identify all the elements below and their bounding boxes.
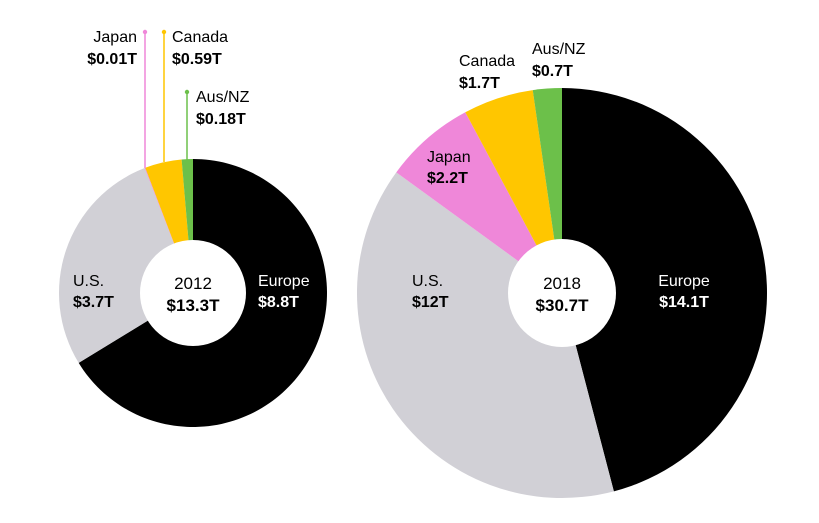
- slice-japan-2018: [396, 112, 562, 294]
- slice-label-u-s-2012: U.S.: [73, 273, 104, 290]
- slice-u-s-2012: [58, 168, 193, 363]
- slice-label-aus-nz-2018: Aus/NZ: [532, 41, 586, 58]
- slice-value-u-s-2012: $3.7T: [73, 294, 114, 311]
- slice-value-japan-2018: $2.2T: [427, 170, 468, 187]
- center-total-2012: $13.3T: [167, 296, 221, 315]
- slice-value-canada-2018: $1.7T: [459, 75, 500, 92]
- slice-value-europe-2018: $14.1T: [659, 294, 709, 311]
- donut-hole-2012: [140, 240, 246, 346]
- slice-europe-2018: [562, 88, 768, 492]
- center-year-2012: 2012: [174, 274, 212, 293]
- slice-u-s-2018: [356, 172, 614, 499]
- leader-dot-canada-2012: [161, 29, 167, 35]
- donut-chart-2018: Europe $14.1T U.S. $12T Japan $2.2T Canada $1.7…: [356, 41, 768, 499]
- leader-dot-japan-2012: [142, 29, 148, 35]
- slice-label-japan-2012: Japan: [93, 29, 137, 46]
- slice-label-europe-2012: Europe: [258, 273, 310, 290]
- slice-label-u-s-2018: U.S.: [412, 273, 443, 290]
- donut-chart-2012: Europe $8.8T U.S. $3.7T Japan $0.01T Canada $0.…: [58, 29, 327, 427]
- center-year-2018: 2018: [543, 274, 581, 293]
- slice-label-aus-nz-2012: Aus/NZ: [196, 89, 250, 106]
- slice-label-canada-2012: Canada: [172, 29, 228, 46]
- slice-canada-2018: [465, 90, 562, 293]
- leader-dot-aus-nz-2012: [184, 89, 190, 95]
- slice-value-aus-nz-2012: $0.18T: [196, 111, 246, 128]
- slice-value-canada-2012: $0.59T: [172, 51, 222, 68]
- slice-value-aus-nz-2018: $0.7T: [532, 63, 573, 80]
- slice-value-europe-2012: $8.8T: [258, 294, 299, 311]
- center-total-2018: $30.7T: [536, 296, 590, 315]
- slice-label-japan-2018: Japan: [427, 149, 471, 166]
- slice-label-europe-2018: Europe: [658, 273, 710, 290]
- slice-value-u-s-2018: $12T: [412, 294, 449, 311]
- donut-hole-2018: [508, 239, 616, 347]
- slice-label-canada-2018: Canada: [459, 53, 515, 70]
- slice-value-japan-2012: $0.01T: [87, 51, 137, 68]
